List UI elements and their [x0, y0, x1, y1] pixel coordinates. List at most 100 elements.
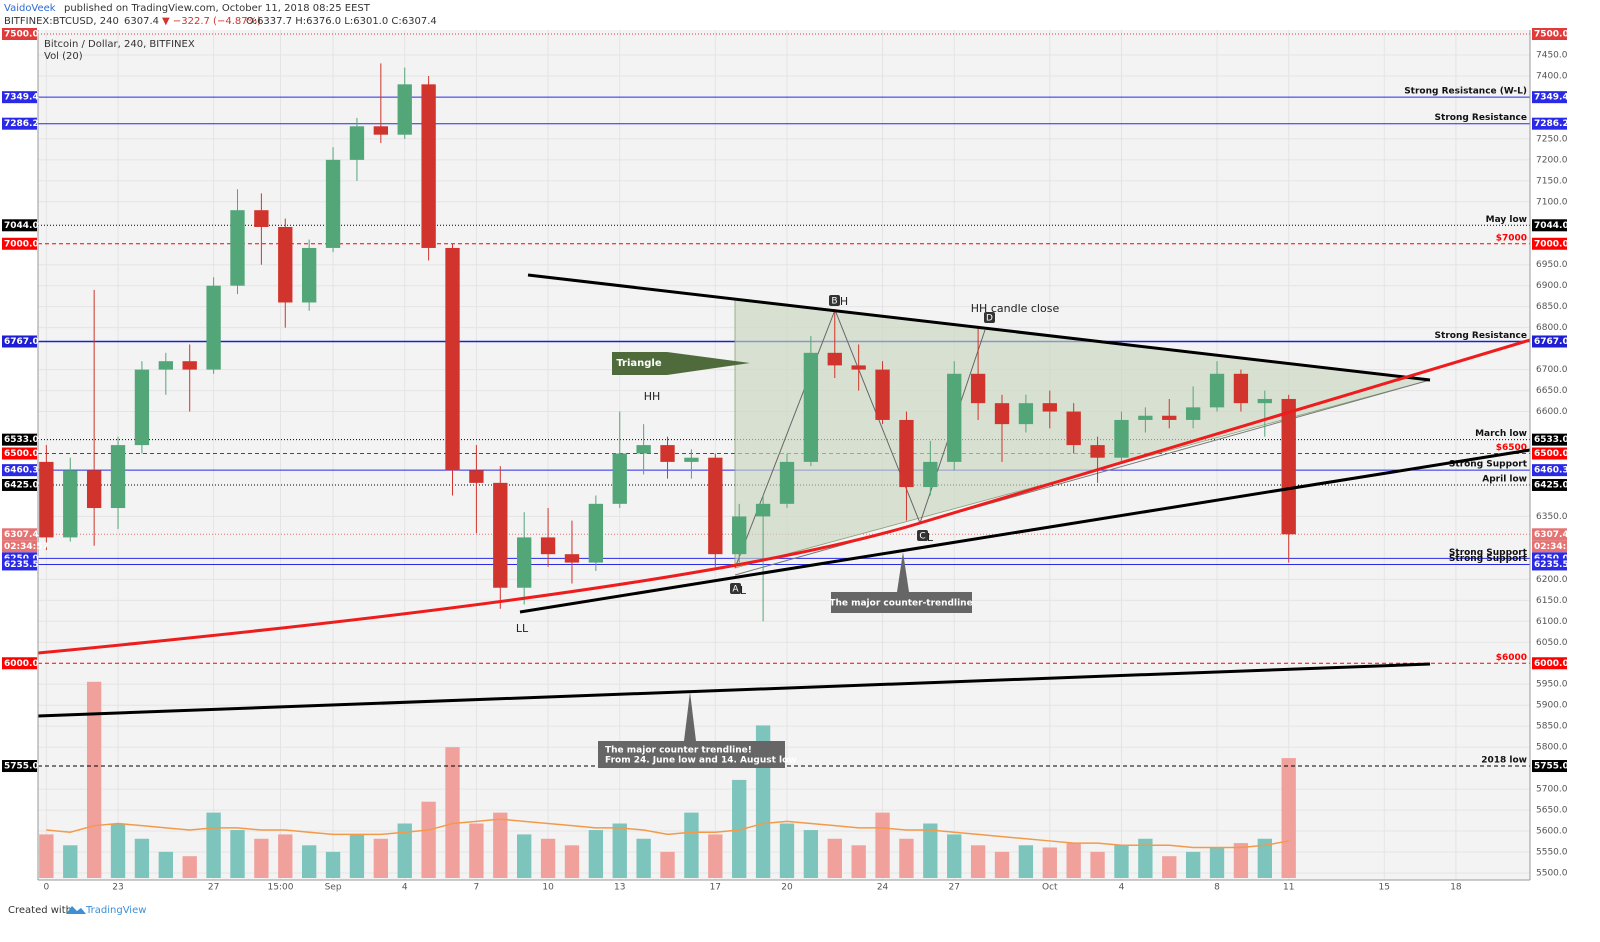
volume-bar [612, 823, 627, 878]
annotation: Triangle [616, 358, 662, 369]
volume-bar [86, 681, 102, 878]
author[interactable]: VaidoVeek [4, 3, 56, 14]
candle-body [39, 461, 54, 538]
candle-body [612, 453, 627, 504]
level-name: Strong Resistance (W-L) [1404, 87, 1527, 97]
countdown-label: 02:34:57 [4, 542, 49, 552]
candle-body [301, 247, 317, 303]
footer-brand[interactable]: TradingView [85, 905, 146, 916]
change: ▼ −322.7 (−4.87%) [162, 16, 261, 27]
candle-body [134, 369, 150, 446]
level-tag-label: 6425.0 [1534, 480, 1569, 490]
y-tick-label: 5600.0 [1536, 827, 1568, 837]
y-tick-label: 5700.0 [1536, 785, 1568, 795]
level-tag-label: 7349.4 [4, 93, 39, 103]
annotation: L [740, 584, 747, 597]
volume-bar [779, 823, 795, 878]
annotation: LL [516, 622, 529, 635]
y-tick-label: 7400.0 [1536, 71, 1568, 81]
candle-body [684, 457, 699, 462]
volume-bar [230, 830, 245, 878]
level-tag [2, 760, 37, 773]
candle-body [947, 373, 962, 462]
candle-body [851, 365, 866, 370]
volume-bar [827, 838, 842, 878]
level-tag [1532, 528, 1567, 541]
candle-body [397, 84, 412, 135]
y-tick-label: 5800.0 [1536, 743, 1568, 753]
x-tick-label: 10 [542, 883, 554, 893]
counter-trendline [519, 448, 1531, 614]
volume-bar [851, 845, 866, 878]
candle-body [373, 126, 389, 135]
level-name: 2018 low [1481, 756, 1527, 766]
x-tick-label: Sep [325, 883, 342, 893]
level-tag-label: 6460.3 [1534, 466, 1569, 476]
level-name: May low [1486, 215, 1527, 225]
candle-body [63, 470, 78, 538]
annotation: The major counter-trendline [829, 599, 972, 609]
volume-bar [493, 812, 508, 878]
volume-bar [325, 851, 341, 878]
level-tag-label: 7286.2 [4, 119, 39, 129]
level-tag [1532, 91, 1567, 104]
volume-bar [254, 838, 269, 878]
y-tick-label: 5900.0 [1536, 701, 1568, 711]
candle-body [1114, 419, 1129, 458]
candle-body [1162, 415, 1177, 420]
volume-bar [182, 856, 197, 878]
y-tick-label: 6200.0 [1536, 575, 1568, 585]
x-tick-label: 23 [112, 883, 123, 893]
level-name: Strong Support [1449, 460, 1528, 470]
candles [39, 63, 1296, 622]
point-badge [984, 312, 995, 323]
callout [598, 692, 785, 768]
level-tag-label: 6533.0 [1534, 435, 1569, 445]
candle-body [254, 210, 269, 227]
level-tag [2, 219, 37, 232]
volume-bar [421, 801, 436, 878]
x-tick-label: 13 [614, 883, 625, 893]
level-tag-label: 6533.0 [4, 435, 39, 445]
level-tag [2, 335, 37, 348]
point-badge [730, 583, 741, 594]
candle-body [1066, 411, 1081, 446]
level-tag-label: 7000.0 [1534, 239, 1569, 249]
level-tag [2, 528, 37, 541]
volume-bar [1066, 843, 1081, 878]
volume-bar [1233, 843, 1249, 878]
volume-bar [970, 845, 986, 878]
volume-bar [1090, 851, 1105, 878]
annotation: From 24. June low and 14. August low [605, 756, 797, 766]
level-tag [1532, 760, 1567, 773]
x-tick-label: 27 [208, 883, 219, 893]
candle-body [994, 403, 1010, 425]
countdown-tag [2, 540, 37, 553]
axes: 7450.0 7400.0 7250.0 7200.0 7150.0 7100.0 6950… [2, 28, 1579, 893]
candle-body [1281, 398, 1296, 535]
x-tick-label: 7 [474, 883, 480, 893]
level-tag-label: 6425.0 [4, 480, 39, 490]
x-tick-label: 17 [710, 883, 721, 893]
y-tick-label: 6800.0 [1536, 323, 1568, 333]
y-tick-label: 6150.0 [1536, 596, 1568, 606]
volume-bar [1257, 838, 1272, 878]
volume-bar [660, 851, 675, 878]
x-tick-label: 27 [948, 883, 959, 893]
y-tick-label: 6650.0 [1536, 386, 1568, 396]
level-tag [1532, 464, 1567, 477]
candle-body [110, 445, 126, 509]
y-tick-label: 6900.0 [1536, 281, 1568, 291]
x-tick-label: 20 [781, 883, 793, 893]
level-tag-label: 7500.0 [4, 30, 39, 40]
volume-bar [994, 851, 1010, 878]
candle-body [325, 159, 341, 248]
ohlc: O:6337.7 H:6376.0 L:6301.0 C:6307.4 [246, 16, 437, 27]
x-tick-label: 4 [402, 883, 408, 893]
candle-body [421, 84, 436, 248]
candle-body [445, 247, 460, 471]
level-name: $7000 [1496, 233, 1527, 243]
level-tag-label: 6235.5 [1534, 560, 1569, 570]
candle-body [230, 210, 245, 286]
